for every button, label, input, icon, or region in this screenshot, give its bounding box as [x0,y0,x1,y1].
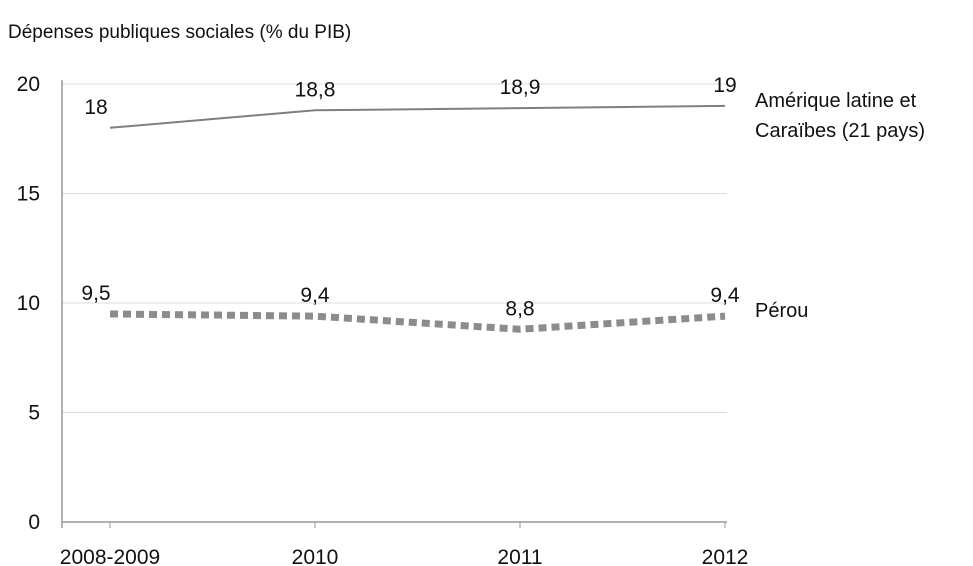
x-tick-label: 2011 [497,546,542,566]
data-label: 9,4 [300,284,330,307]
y-tick-label: 5 [28,402,40,425]
data-label: 18,9 [500,76,541,99]
y-tick-label: 20 [17,73,40,96]
chart-title: Dépenses publiques sociales (% du PIB) [8,22,351,43]
data-label: 19 [713,74,736,97]
x-tick-label: 2008-2009 [60,546,160,566]
data-label: 18 [84,96,107,119]
y-tick-label: 15 [17,183,40,206]
x-tick-label: 2012 [702,546,749,566]
series-line [109,104,726,129]
data-label: 9,4 [710,284,740,307]
y-tick-label: 10 [17,292,40,315]
x-tick-label: 2010 [292,546,339,566]
y-tick-label: 0 [28,511,40,534]
series-label: Amérique latine et Caraïbes (21 pays) [755,89,926,142]
data-label: 8,8 [505,297,534,320]
data-label: 18,8 [295,78,336,101]
series-line [109,310,726,333]
series-label: Pérou [755,300,809,323]
data-label: 9,5 [81,282,110,305]
